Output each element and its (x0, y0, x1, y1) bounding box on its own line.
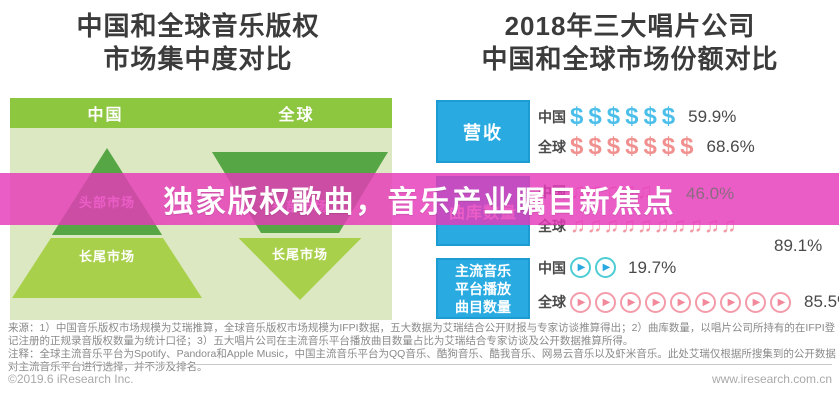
china-longtail-market-label: 长尾市场 (78, 249, 135, 264)
platform-row-china: 中国 ▶ ▶ 19.7% (538, 257, 676, 278)
right-title-line2: 中国和全球市场份额对比 (481, 44, 779, 74)
copyright-text: ©2019.6 iResearch Inc. (8, 372, 134, 386)
category-platform-tracks-line1: 主流音乐 (455, 262, 511, 279)
category-box-revenue: 营收 (436, 100, 530, 163)
global-label: 全球 (538, 139, 566, 155)
dollar-icon-row: $ $ $ $ $ $ (570, 103, 676, 130)
headline-banner-text: 独家版权歌曲，音乐产业瞩目新焦点 (163, 186, 676, 219)
source-note-line3: 注释：全球主流音乐平台为Spotify、Pandora和Apple Music，… (8, 348, 836, 360)
revenue-row-global: 全球 $ $ $ $ $ $ $ 68.6% (538, 134, 755, 160)
china-label: 中国 (538, 259, 566, 276)
footer: ©2019.6 iResearch Inc. www.iresearch.com… (8, 372, 832, 386)
right-title-line1: 2018年三大唱片公司 (504, 11, 756, 41)
platform-global-value: 85.5% (804, 292, 839, 311)
left-title-line2: 市场集中度对比 (103, 44, 293, 74)
source-note-line2: 记注册的正规录音版权数量为统计口径；3）五大唱片公司在主流音乐平台播放曲目数量占… (8, 335, 634, 347)
library-china-value: 46.0% (686, 184, 735, 203)
category-platform-tracks-line3: 曲目数量 (455, 298, 511, 315)
source-notes: 来源：1）中国音乐版权市场规模为艾瑞推算，全球音乐版权市场规模为IFPI数据，五… (8, 322, 836, 374)
pyramid-panel-header: 中国 全球 (10, 98, 392, 128)
revenue-china-value: 59.9% (688, 107, 737, 126)
right-chart-title: 2018年三大唱片公司 中国和全球市场份额对比 (428, 10, 832, 76)
category-box-platform-tracks: 主流音乐 平台播放 曲目数量 (436, 258, 530, 319)
category-revenue-label: 营收 (463, 122, 503, 143)
category-platform-tracks-line2: 平台播放 (455, 280, 511, 297)
china-column-header: 中国 (87, 107, 124, 124)
global-longtail-market-label: 长尾市场 (271, 247, 328, 262)
dollar-icon-row: $ $ $ $ $ $ $ (570, 133, 694, 160)
footer-divider (8, 364, 832, 365)
china-label: 中国 (538, 109, 566, 125)
revenue-row-china: 中国 $ $ $ $ $ $ 59.9% (538, 104, 736, 130)
source-note-line1: 来源：1）中国音乐版权市场规模为艾瑞推算，全球音乐版权市场规模为IFPI数据，五… (8, 322, 836, 334)
revenue-global-value: 68.6% (706, 137, 755, 156)
website-link: www.iresearch.com.cn (711, 372, 832, 386)
play-icon-row-clipped: ▶ ▶ ▶ ▶ ▶ ▶ ▶ ▶ ▶ (570, 289, 796, 315)
headline-banner: 独家版权歌曲，音乐产业瞩目新焦点 (0, 173, 839, 225)
left-chart-title: 中国和全球音乐版权 市场集中度对比 (8, 10, 388, 76)
library-global-value: 89.1% (774, 236, 823, 255)
global-column-header: 全球 (278, 107, 315, 124)
left-title-line1: 中国和全球音乐版权 (76, 11, 320, 41)
global-label: 全球 (538, 294, 566, 310)
platform-row-global: 全球 ▶▶▶▶▶▶▶▶▶ 85.5% (538, 289, 839, 315)
platform-china-value: 19.7% (628, 257, 677, 277)
play-icon-row: ▶ ▶ (570, 257, 620, 278)
